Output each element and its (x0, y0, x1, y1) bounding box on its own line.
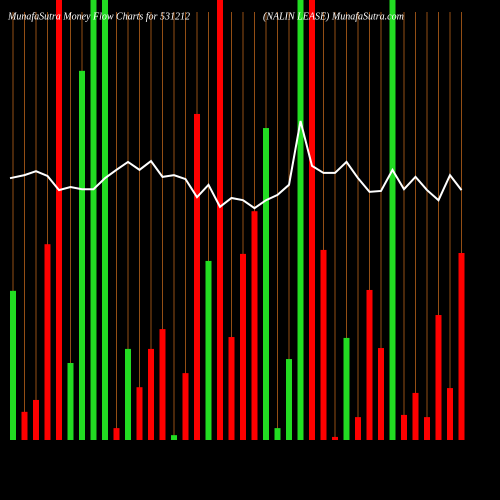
bar (182, 373, 189, 440)
bar (447, 388, 453, 440)
bar (67, 363, 74, 440)
bar (297, 0, 304, 440)
bar (33, 399, 39, 440)
bar (263, 128, 269, 441)
bar (113, 428, 120, 440)
bar (401, 414, 407, 440)
bar (251, 211, 258, 440)
bar (458, 253, 465, 440)
bar (274, 428, 281, 440)
bar (79, 70, 85, 440)
bar (355, 417, 361, 440)
bar (205, 260, 212, 440)
bar (424, 417, 430, 440)
bar (240, 253, 246, 440)
bar (366, 289, 373, 440)
bar (228, 337, 235, 440)
bar (217, 0, 223, 440)
bar (320, 249, 327, 440)
bar (21, 411, 28, 440)
bar (44, 244, 51, 440)
line-layer (9, 120, 463, 210)
chart-title: MunafaSutra Money Flow Charts for 531212 (7, 11, 190, 22)
bar (378, 348, 384, 440)
bar (10, 290, 16, 440)
chart-subtitle: (NALIN LEASE) MunafaSutra.com (263, 11, 404, 22)
bar (125, 348, 131, 440)
bar (389, 0, 396, 440)
bar (171, 435, 177, 440)
bars (10, 0, 465, 441)
bar (286, 359, 292, 440)
bar (332, 436, 338, 440)
bar (412, 392, 419, 440)
money-flow-line (9, 120, 463, 210)
bar (435, 315, 442, 440)
bar (159, 329, 166, 440)
bar (194, 113, 200, 441)
bar (136, 387, 143, 440)
bar (309, 0, 315, 440)
bar (56, 0, 62, 440)
bar (90, 0, 97, 440)
bar (148, 348, 154, 440)
bar (102, 0, 108, 440)
bar (343, 337, 350, 440)
